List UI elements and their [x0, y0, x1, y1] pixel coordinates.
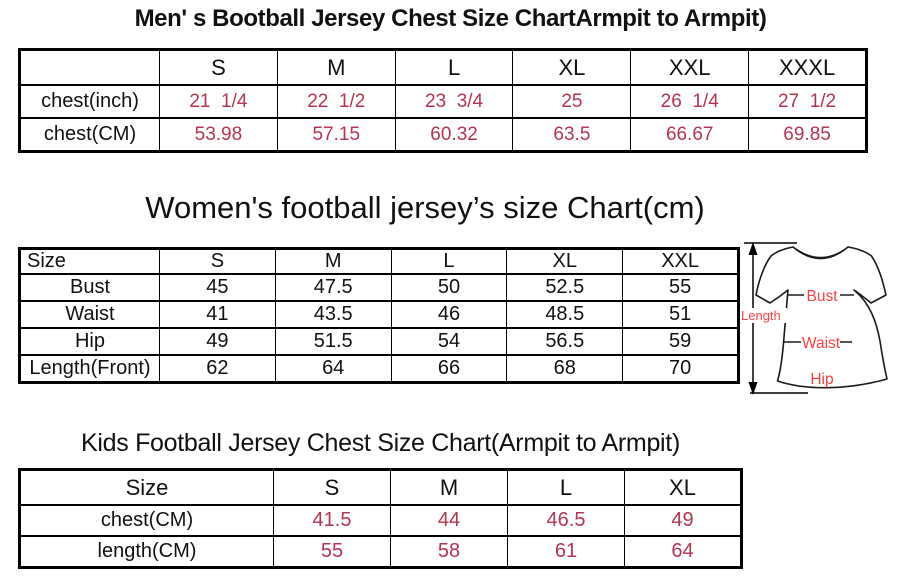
measure-lines: [784, 294, 854, 343]
column-header: S: [159, 247, 276, 275]
value-cell: 58: [390, 535, 508, 569]
column-header: M: [274, 247, 392, 275]
value-cell: 50: [390, 273, 508, 302]
column-header: XL: [506, 247, 624, 275]
value-cell: 49: [159, 327, 276, 356]
value-cell: 69.85: [748, 117, 867, 153]
value-cell: 41: [159, 300, 276, 329]
kids-chart-title: Kids Football Jersey Chest Size Chart(Ar…: [81, 429, 680, 457]
arrowhead-down: [748, 382, 758, 395]
column-header: XXL: [622, 247, 739, 275]
table-row: Waist 41 43.5 46 48.5 51: [19, 300, 739, 329]
column-header: M: [390, 468, 508, 506]
value-cell: 22 1/2: [276, 84, 396, 119]
header-row: S M L XL XXL XXXL: [19, 48, 867, 86]
waist-label: Waist: [802, 335, 841, 352]
value-cell: 56.5: [506, 327, 624, 356]
table-row: Length(Front) 62 64 66 68 70: [19, 354, 739, 384]
row-label: Hip: [19, 327, 160, 356]
value-cell: 23 3/4: [394, 84, 514, 119]
value-cell: 55: [622, 273, 739, 302]
womens-chart-title: Women's football jersey’s size Chart(cm): [145, 190, 705, 225]
value-cell: 55: [273, 535, 391, 569]
value-cell: 51: [622, 300, 739, 329]
column-header: XL: [624, 468, 742, 506]
table-row: Bust 45 47.5 50 52.5 55: [19, 273, 739, 302]
value-cell: 64: [624, 535, 742, 569]
value-cell: 47.5: [274, 273, 392, 302]
value-cell: 62: [159, 354, 276, 384]
value-cell: 46: [390, 300, 508, 329]
arrowhead-up: [748, 242, 758, 255]
row-label: Bust: [19, 273, 160, 302]
table-row: length(CM) 55 58 61 64: [19, 535, 742, 569]
value-cell: 41.5: [273, 504, 391, 537]
value-cell: 64: [274, 354, 392, 384]
column-header: XXXL: [748, 48, 867, 86]
column-header: Size: [19, 247, 160, 275]
value-cell: 21 1/4: [159, 84, 278, 119]
table-row: chest(CM) 53.98 57.15 60.32 63.5 66.67 69.85: [19, 117, 867, 153]
column-header: L: [394, 48, 514, 86]
value-cell: 59: [622, 327, 739, 356]
header-row: Size S M L XL: [19, 468, 742, 506]
value-cell: 68: [506, 354, 624, 384]
header-row: Size S M L XL XXL: [19, 247, 739, 275]
table-row: chest(CM) 41.5 44 46.5 49: [19, 504, 742, 537]
length-arrow: [744, 242, 808, 395]
value-cell: 25: [512, 84, 632, 119]
length-label: Length: [741, 308, 781, 323]
value-cell: 53.98: [159, 117, 278, 153]
value-cell: 51.5: [274, 327, 392, 356]
mens-chart-title: Men' s Bootball Jersey Chest Size ChartA…: [134, 5, 767, 32]
column-header: XL: [512, 48, 632, 86]
tshirt-measurement-diagram: Length Bust Waist Hip: [740, 242, 888, 395]
tshirt-graphic: Length Bust Waist Hip: [740, 246, 888, 389]
kids-size-chart-table: Size S M L XL chest(CM) 41.5 44 46.5 49 length(CM)…: [18, 468, 743, 569]
value-cell: 52.5: [506, 273, 624, 302]
value-cell: 61: [507, 535, 625, 569]
column-header: M: [276, 48, 396, 86]
row-label: length(CM): [19, 535, 274, 569]
value-cell: 63.5: [512, 117, 632, 153]
value-cell: 43.5: [274, 300, 392, 329]
value-cell: 57.15: [276, 117, 396, 153]
length-label-bg: [740, 308, 787, 323]
value-cell: 26 1/4: [630, 84, 750, 119]
row-label: chest(CM): [19, 117, 160, 153]
column-header: Size: [19, 468, 274, 506]
bust-label: Bust: [806, 288, 838, 305]
row-label: Waist: [19, 300, 160, 329]
column-header: L: [390, 247, 508, 275]
value-cell: 70: [622, 354, 739, 384]
value-cell: 60.32: [394, 117, 514, 153]
value-cell: 48.5: [506, 300, 624, 329]
row-label: chest(inch): [19, 84, 160, 119]
column-header: [19, 48, 160, 86]
value-cell: 45: [159, 273, 276, 302]
mens-size-chart-table: S M L XL XXL XXXL chest(inch) 21 1/4 22 1/2 23 3/…: [18, 48, 868, 153]
row-label: Length(Front): [19, 354, 160, 384]
table-row: Hip 49 51.5 54 56.5 59: [19, 327, 739, 356]
column-header: XXL: [630, 48, 750, 86]
row-label: chest(CM): [19, 504, 274, 537]
column-header: S: [273, 468, 391, 506]
table-row: chest(inch) 21 1/4 22 1/2 23 3/4 25 26 1/4 27 …: [19, 84, 867, 119]
womens-size-chart-table: Size S M L XL XXL Bust 45 47.5 50 52.5 55 Waist 41 43.…: [18, 247, 740, 384]
value-cell: 46.5: [507, 504, 625, 537]
value-cell: 49: [624, 504, 742, 537]
value-cell: 54: [390, 327, 508, 356]
value-cell: 27 1/2: [748, 84, 867, 119]
value-cell: 66.67: [630, 117, 750, 153]
value-cell: 66: [390, 354, 508, 384]
value-cell: 44: [390, 504, 508, 537]
collar-inner-line: [795, 248, 846, 259]
tshirt-outline: [755, 246, 888, 389]
column-header: S: [159, 48, 278, 86]
column-header: L: [507, 468, 625, 506]
hip-label: Hip: [810, 371, 833, 388]
